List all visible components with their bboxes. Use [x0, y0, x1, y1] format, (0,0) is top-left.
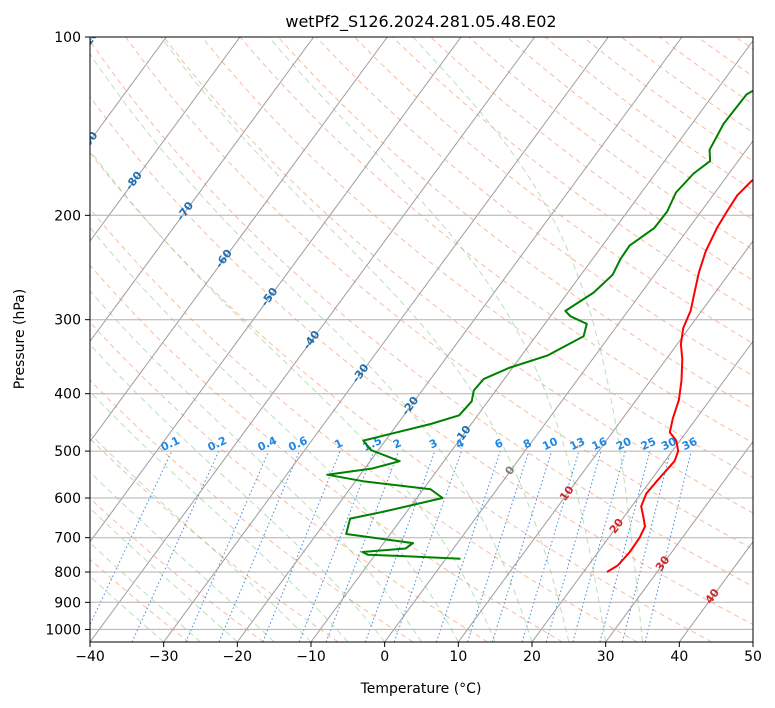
y-tick-label: 1000 [45, 622, 81, 638]
isotherm-line [236, 37, 683, 642]
dry-adiabat [239, 37, 753, 444]
mixing-ratio-line [644, 450, 692, 642]
isotherm-line [90, 37, 315, 343]
mixing-ratio-line [185, 450, 270, 642]
x-tick-label: 30 [597, 649, 615, 665]
y-tick-label: 200 [54, 208, 81, 224]
mixing-ratio-line [218, 450, 300, 642]
y-axis-ticks: 100 200 300 400 500 600 700 800 900 1000 [45, 30, 90, 638]
dry-adiabat [90, 95, 753, 626]
mixing-ratio-label: 10 [540, 435, 560, 453]
mixing-ratio-line [621, 450, 671, 642]
isotherm-line [163, 37, 609, 642]
x-tick-label: 10 [449, 649, 467, 665]
plot-area: -100-90-80-70-60-50-40-30-20-10010203040… [78, 37, 753, 642]
temperature-line [606, 178, 753, 573]
x-axis-label: Temperature (°C) [360, 681, 482, 697]
dry-adiabat [90, 558, 190, 642]
isotherm-line [90, 37, 388, 443]
x-axis-ticks: −40 −30 −20 −10 0 10 20 30 40 50 [75, 642, 762, 665]
mixing-ratio-line [393, 450, 462, 642]
mixing-ratio-label: 16 [590, 435, 610, 453]
x-tick-label: 50 [744, 649, 762, 665]
moist-adiabat [90, 53, 533, 642]
dry-adiabats [90, 37, 753, 642]
y-tick-label: 500 [54, 444, 81, 460]
axes-frame [89, 36, 754, 643]
mixing-ratio-label: 36 [680, 435, 700, 453]
x-tick-label: −10 [296, 649, 326, 665]
mixing-ratio-line [521, 450, 580, 642]
moist-adiabat [90, 226, 459, 642]
moist-adiabat [90, 343, 386, 642]
y-tick-label: 900 [54, 595, 81, 611]
mixing-ratio-label: 20 [614, 435, 634, 453]
isotherm-line [384, 139, 753, 642]
mixing-ratio-line [435, 450, 501, 642]
dry-adiabat [392, 37, 753, 313]
dry-adiabat [90, 264, 563, 642]
isotherm-line [90, 37, 241, 242]
x-tick-label: 0 [380, 649, 389, 665]
mixing-ratio-line [572, 450, 626, 642]
dry-adiabat [315, 37, 753, 377]
y-tick-label: 600 [54, 491, 81, 507]
x-tick-label: −30 [149, 649, 179, 665]
y-tick-label: 700 [54, 531, 81, 547]
mixing-ratio-label: 13 [568, 435, 587, 453]
isotherm-line [90, 37, 167, 142]
y-tick-label: 300 [54, 313, 81, 329]
y-tick-label: 100 [54, 30, 81, 46]
mixing-ratio-label: 25 [639, 435, 658, 453]
dry-adiabat [125, 37, 753, 550]
mixing-ratio-line [467, 450, 530, 642]
mixing-ratio-line [491, 450, 553, 642]
x-tick-label: −20 [223, 649, 253, 665]
moist-adiabat [412, 37, 643, 642]
isotherm-line [605, 440, 753, 642]
chart-title: wetPf2_S126.2024.281.05.48.E02 [285, 12, 556, 32]
dry-adiabat [90, 207, 638, 642]
dry-adiabat [90, 379, 414, 642]
x-tick-label: −40 [75, 649, 105, 665]
y-axis-label: Pressure (hPa) [12, 289, 28, 389]
y-tick-label: 400 [54, 387, 81, 403]
moist-adiabat [90, 290, 422, 642]
y-tick-label: 800 [54, 565, 81, 581]
mixing-ratio-line [599, 450, 651, 642]
dry-adiabat [90, 151, 712, 642]
dewpoint-line [326, 89, 753, 560]
mixing-ratio-line [364, 450, 436, 642]
sounding-series [326, 89, 753, 573]
isotherm-label: -90 [78, 129, 100, 153]
pressure-gridlines [90, 37, 753, 630]
isotherm-line [310, 39, 753, 642]
moist-adiabat [160, 37, 570, 642]
x-tick-label: 40 [670, 649, 688, 665]
moist-adiabat [268, 37, 607, 642]
x-tick-label: 20 [523, 649, 541, 665]
isotherm-line [90, 37, 536, 642]
mixing-ratio-line [131, 450, 220, 642]
moist-adiabat [90, 390, 349, 642]
isotherm-line [531, 340, 753, 642]
